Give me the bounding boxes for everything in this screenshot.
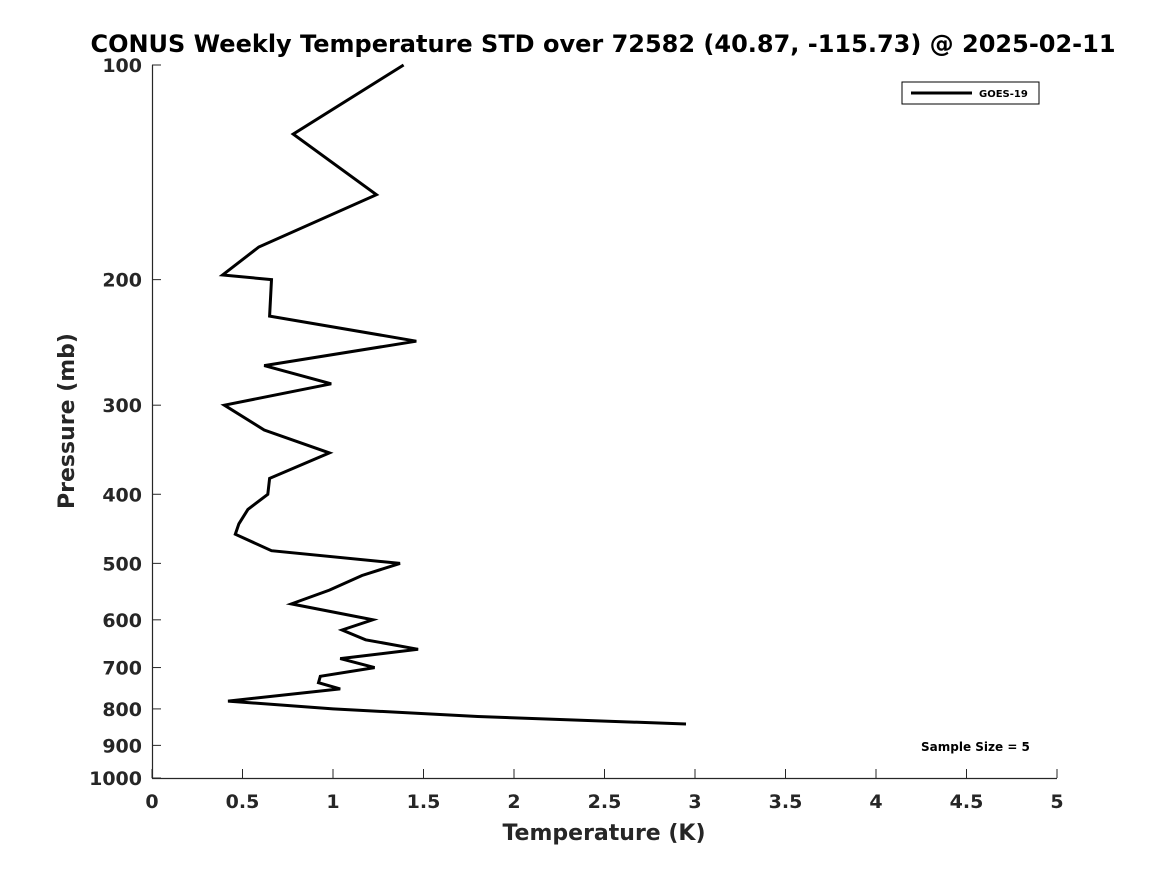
y-tick-label: 100 xyxy=(102,55,142,77)
y-tick-label: 400 xyxy=(102,484,142,506)
y-tick-label: 600 xyxy=(102,610,142,632)
y-tick-label: 800 xyxy=(102,699,142,721)
y-axis-label: Pressure (mb) xyxy=(55,333,80,509)
legend: GOES-19 xyxy=(901,81,1040,105)
ticks-group: 0 0.5 1 1.5 2 2.5 3 3.5 4 4.5 5 100 200 300 400 500 600 7… xyxy=(89,55,1064,813)
y-tick-label: 900 xyxy=(102,735,142,757)
series-group xyxy=(218,63,687,726)
legend-label: GOES-19 xyxy=(979,89,1028,100)
x-tick-label: 4.5 xyxy=(950,791,984,813)
x-tick-label: 4 xyxy=(869,791,882,813)
sample-size-annotation: Sample Size = 5 xyxy=(921,740,1030,754)
y-tick-label: 1000 xyxy=(89,768,142,790)
y-tick-label: 200 xyxy=(102,270,142,292)
y-tick-label: 700 xyxy=(102,658,142,680)
x-tick-label: 5 xyxy=(1050,791,1063,813)
x-tick-label: 0 xyxy=(145,791,158,813)
x-tick-label: 2 xyxy=(507,791,520,813)
x-tick-label: 1 xyxy=(326,791,339,813)
x-tick-label: 3.5 xyxy=(769,791,803,813)
series-line-goes-19 xyxy=(218,63,687,726)
x-tick-label: 3 xyxy=(688,791,701,813)
x-axis-label: Temperature (K) xyxy=(502,821,705,846)
chart-title: CONUS Weekly Temperature STD over 72582 … xyxy=(90,30,1115,58)
x-tick-label: 2.5 xyxy=(588,791,622,813)
y-tick-label: 300 xyxy=(102,395,142,417)
y-tick-label: 500 xyxy=(102,553,142,575)
x-tick-label: 0.5 xyxy=(226,791,260,813)
x-tick-label: 1.5 xyxy=(407,791,441,813)
